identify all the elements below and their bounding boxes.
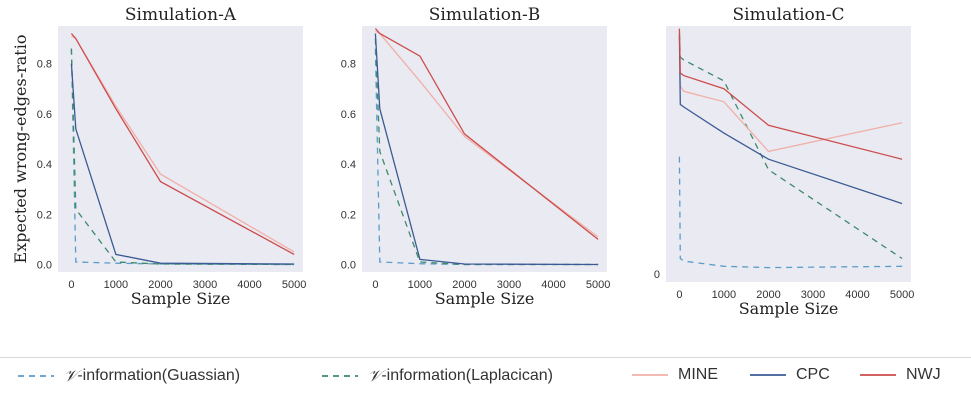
series-lines — [374, 28, 599, 266]
legend-item-v-information-laplacian[interactable]: 𝒱 -information(Laplacican) — [322, 366, 553, 386]
series-lines — [678, 28, 903, 269]
legend-label: NWJ — [906, 366, 941, 383]
y-tick-label: 0.4 — [37, 159, 52, 171]
y-tick-label: 0.2 — [37, 209, 52, 221]
y-tick-label: 0.2 — [341, 209, 356, 221]
series-line-nwj — [70, 33, 295, 255]
x-ticks: 0 1000 2000 3000 4000 5000 — [372, 279, 610, 291]
legend-item-nwj[interactable]: NWJ — [860, 366, 941, 384]
panel-simulation-a: 0 1000 2000 3000 4000 5000 0.0 0.2 0.4 0.6 0.8 Si… — [11, 5, 306, 308]
y-tick-label: 0.6 — [341, 109, 356, 121]
legend-label: MINE — [678, 366, 718, 383]
x-tick-label: 2000 — [756, 289, 780, 301]
series-line-v-information-guassian — [678, 156, 903, 269]
legend-swatch — [322, 375, 358, 377]
panel-simulation-b: 0 1000 2000 3000 4000 5000 0.0 0.2 0.4 0.6 0.8 Si… — [341, 5, 611, 308]
y-tick-label: 0.0 — [37, 260, 52, 272]
y-tick-label: 0 — [654, 269, 660, 281]
x-tick-label: 1000 — [408, 279, 432, 291]
x-tick-label: 3000 — [801, 289, 825, 301]
legend-item-mine[interactable]: MINE — [632, 366, 718, 384]
plot-area — [666, 26, 911, 282]
x-tick-label: 4000 — [541, 279, 565, 291]
legend-swatch — [18, 375, 54, 377]
x-tick-label: 0 — [68, 279, 74, 291]
figure: 0 1000 2000 3000 4000 5000 0.0 0.2 0.4 0.6 0.8 Si… — [11, 5, 914, 318]
legend-label: CPC — [796, 366, 830, 383]
x-tick-label: 4000 — [845, 289, 869, 301]
y-ticks: 0.0 0.2 0.4 0.6 0.8 — [341, 59, 356, 272]
x-axis-label: Sample Size — [739, 299, 839, 318]
plot-area — [58, 26, 303, 272]
y-axis-label: Expected wrong-edges-ratio — [11, 35, 30, 264]
series-line-v-information-laplacican — [678, 33, 903, 260]
legend-item-cpc[interactable]: CPC — [750, 366, 830, 384]
y-tick-label: 0.0 — [341, 260, 356, 272]
x-tick-label: 1000 — [104, 279, 128, 291]
chart-title: Simulation-B — [429, 5, 540, 25]
x-tick-label: 3000 — [497, 279, 521, 291]
x-axis-label: Sample Size — [435, 289, 535, 308]
legend-swatch — [750, 374, 786, 376]
legend-item-v-information-gaussian[interactable]: 𝒱 -information(Guassian) — [18, 366, 240, 386]
x-tick-label: 5000 — [282, 279, 306, 291]
x-tick-label: 5000 — [890, 289, 914, 301]
legend-v-symbol: 𝒱 — [64, 366, 78, 385]
series-line-v-information-guassian — [70, 48, 295, 266]
x-tick-label: 2000 — [148, 279, 172, 291]
x-tick-label: 3000 — [193, 279, 217, 291]
y-ticks: 0.0 0.2 0.4 0.6 0.8 — [37, 59, 52, 272]
y-tick-label: 0.6 — [37, 109, 52, 121]
y-tick-label: 0.4 — [341, 159, 356, 171]
x-tick-label: 5000 — [586, 279, 610, 291]
series-lines — [70, 33, 295, 266]
legend-label: -information(Guassian) — [77, 367, 241, 384]
x-tick-label: 1000 — [712, 289, 736, 301]
legend: 𝒱 -information(Guassian) 𝒱 -information(… — [0, 357, 971, 397]
x-tick-label: 0 — [372, 279, 378, 291]
series-line-nwj — [678, 28, 903, 160]
legend-v-symbol: 𝒱 — [368, 366, 382, 385]
x-tick-label: 0 — [676, 289, 682, 301]
chart-title: Simulation-C — [733, 5, 845, 25]
y-ticks: 0 — [654, 269, 660, 281]
x-ticks: 0 1000 2000 3000 4000 5000 — [68, 279, 306, 291]
series-line-cpc — [70, 63, 295, 265]
legend-swatch — [860, 374, 896, 376]
x-ticks: 0 1000 2000 3000 4000 5000 — [676, 289, 914, 301]
chart-title: Simulation-A — [125, 5, 237, 25]
x-axis-label: Sample Size — [131, 289, 231, 308]
panel-simulation-c: 0 1000 2000 3000 4000 5000 0 Simulation-C Sam… — [654, 5, 914, 318]
legend-swatch — [632, 374, 668, 376]
x-tick-label: 4000 — [237, 279, 261, 291]
y-tick-label: 0.8 — [341, 59, 356, 71]
series-line-cpc — [678, 36, 903, 205]
y-tick-label: 0.8 — [37, 59, 52, 71]
series-line-nwj — [374, 28, 599, 240]
legend-label: -information(Laplacican) — [381, 367, 553, 384]
x-tick-label: 2000 — [452, 279, 476, 291]
series-line-cpc — [374, 33, 599, 266]
